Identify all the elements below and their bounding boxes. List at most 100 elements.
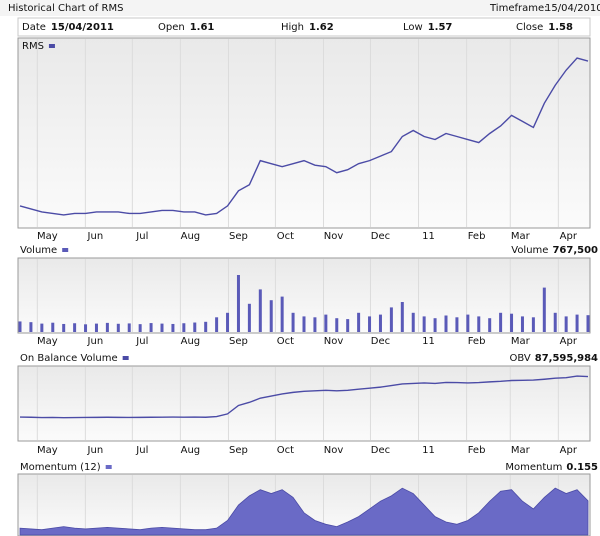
bar xyxy=(73,323,77,332)
bar xyxy=(226,312,230,332)
x-tick-label: Sep xyxy=(229,336,248,347)
legend-swatch xyxy=(122,356,129,360)
bar xyxy=(466,314,470,332)
bar xyxy=(51,322,55,332)
legend-swatch xyxy=(105,465,112,469)
x-tick-label: Sep xyxy=(229,231,248,242)
readout-label: Momentum xyxy=(505,462,562,473)
x-tick-label: Nov xyxy=(324,336,344,347)
x-tick-label: Aug xyxy=(181,336,201,347)
info-fields: Date 15/04/2011 Open 1.61 High 1.62 Low 1.57 Clo… xyxy=(22,22,573,33)
x-tick-label: Jul xyxy=(135,231,148,242)
bar xyxy=(520,316,524,332)
field-value: 1.61 xyxy=(190,22,215,33)
bar xyxy=(400,302,404,332)
bar xyxy=(455,317,459,332)
bar xyxy=(422,316,426,332)
panel xyxy=(17,37,591,229)
bar xyxy=(116,323,120,332)
legend-label: Volume xyxy=(20,245,57,256)
timeframe: 15/04/2010 xyxy=(545,3,600,14)
x-tick-label: Jun xyxy=(87,336,104,347)
x-tick-label: Feb xyxy=(468,445,486,456)
bar xyxy=(411,312,415,332)
bar xyxy=(488,318,492,332)
bar xyxy=(357,312,361,332)
legend-swatch xyxy=(48,44,55,48)
legend-label: On Balance Volume xyxy=(20,353,118,364)
bar xyxy=(499,312,503,332)
bar xyxy=(18,321,22,332)
bar xyxy=(531,317,535,332)
x-tick-label: Aug xyxy=(181,445,201,456)
field-value: 1.57 xyxy=(428,22,453,33)
legend-label: Momentum (12) xyxy=(20,462,101,473)
line xyxy=(19,375,589,419)
x-tick-label: Apr xyxy=(560,445,578,456)
bar xyxy=(586,315,590,332)
panel xyxy=(17,365,591,442)
x-tick-label: Oct xyxy=(277,445,294,456)
x-tick-label: Apr xyxy=(560,231,578,242)
bar xyxy=(193,322,197,332)
bar xyxy=(302,316,306,332)
bar xyxy=(182,323,186,332)
x-tick-label: 11 xyxy=(422,336,435,347)
x-tick-label: Mar xyxy=(511,336,531,347)
title: Historical Chart of RMS xyxy=(8,3,123,14)
x-tick-label: Dec xyxy=(371,336,390,347)
x-tick-label: Nov xyxy=(324,445,344,456)
info-row xyxy=(17,17,591,37)
x-tick-label: Jul xyxy=(135,336,148,347)
readout-value: 767,500 xyxy=(552,245,598,256)
x-tick-label: May xyxy=(37,231,58,242)
x-tick-label: Jun xyxy=(87,231,104,242)
field-label: Low xyxy=(403,22,423,33)
bar xyxy=(368,316,372,332)
field-value: 1.62 xyxy=(309,22,334,33)
x-tick-label: Oct xyxy=(277,231,294,242)
x-tick-label: 11 xyxy=(422,445,435,456)
bar xyxy=(40,323,44,332)
x-tick-label: Feb xyxy=(468,336,486,347)
x-tick-label: Oct xyxy=(277,336,294,347)
bar xyxy=(204,321,208,332)
field-label: Date xyxy=(22,22,46,33)
readout-label: Volume xyxy=(511,245,548,256)
x-tick-label: Nov xyxy=(324,231,344,242)
bar xyxy=(542,287,546,332)
bar xyxy=(510,313,514,332)
bar xyxy=(84,324,88,332)
bar xyxy=(335,318,339,332)
bar xyxy=(564,316,568,332)
bar xyxy=(138,324,142,332)
x-tick-label: Aug xyxy=(181,231,201,242)
bar xyxy=(215,317,219,332)
x-tick-label: Mar xyxy=(511,231,531,242)
bar xyxy=(269,300,273,332)
bar xyxy=(247,303,251,332)
legend-swatch xyxy=(62,248,69,252)
bar xyxy=(94,323,98,332)
bar xyxy=(433,318,437,332)
x-tick-label: Sep xyxy=(229,445,248,456)
bar xyxy=(553,312,557,332)
field-label: Open xyxy=(158,22,185,33)
x-tick-label: Jun xyxy=(87,445,104,456)
bar xyxy=(171,323,175,332)
x-tick-label: Apr xyxy=(560,336,578,347)
bar xyxy=(324,314,328,332)
bar xyxy=(444,315,448,332)
x-tick-label: Dec xyxy=(371,445,390,456)
bar xyxy=(105,322,109,332)
timeframe-label: Timeframe: xyxy=(489,3,548,14)
field-value: 15/04/2011 xyxy=(51,22,114,33)
readout-value: 87,595,984 xyxy=(535,353,598,364)
x-tick-label: Mar xyxy=(511,445,531,456)
x-tick-label: May xyxy=(37,445,58,456)
bar xyxy=(477,316,481,332)
bar xyxy=(62,323,66,332)
bar xyxy=(160,323,164,332)
